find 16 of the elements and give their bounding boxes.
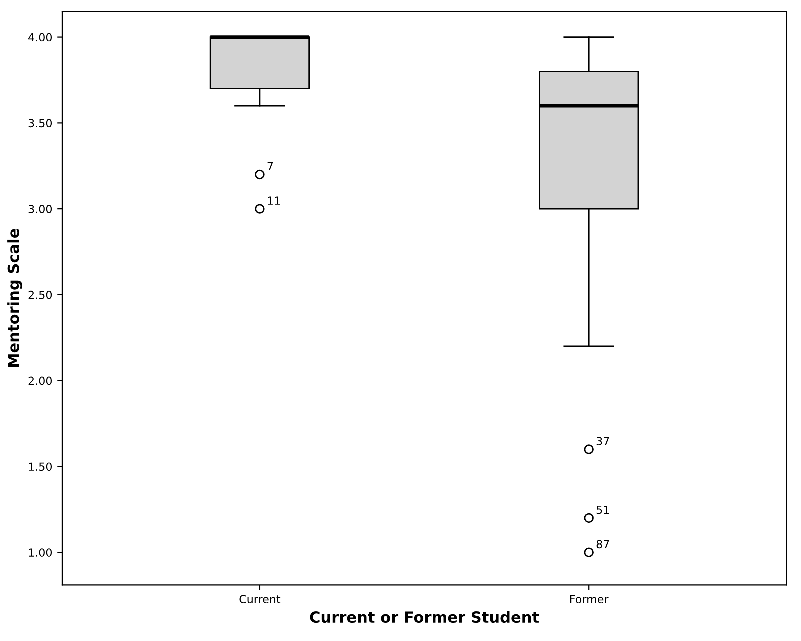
- y-tick-label: 2.00: [28, 376, 52, 386]
- x-tick-label: Current: [240, 595, 281, 604]
- y-tick-label: 3.00: [28, 205, 52, 214]
- annotation: 87: [596, 540, 610, 549]
- y-axis-title: Mentoring Scale: [8, 229, 22, 368]
- y-tick-label: 1.50: [29, 462, 52, 472]
- y-tick-label: 4.00: [28, 33, 52, 42]
- y-tick-label: 1.00: [29, 548, 52, 557]
- annotation: 37: [596, 437, 610, 446]
- annotation: 11: [268, 196, 280, 205]
- y-tick-label: 2.50: [28, 290, 52, 300]
- x-axis-title: Current or Former Student: [310, 611, 540, 624]
- annotation: 7: [268, 162, 274, 171]
- annotation: 51: [596, 506, 610, 514]
- x-tick-label: Former: [570, 595, 609, 604]
- y-tick-label: 3.50: [28, 119, 52, 128]
